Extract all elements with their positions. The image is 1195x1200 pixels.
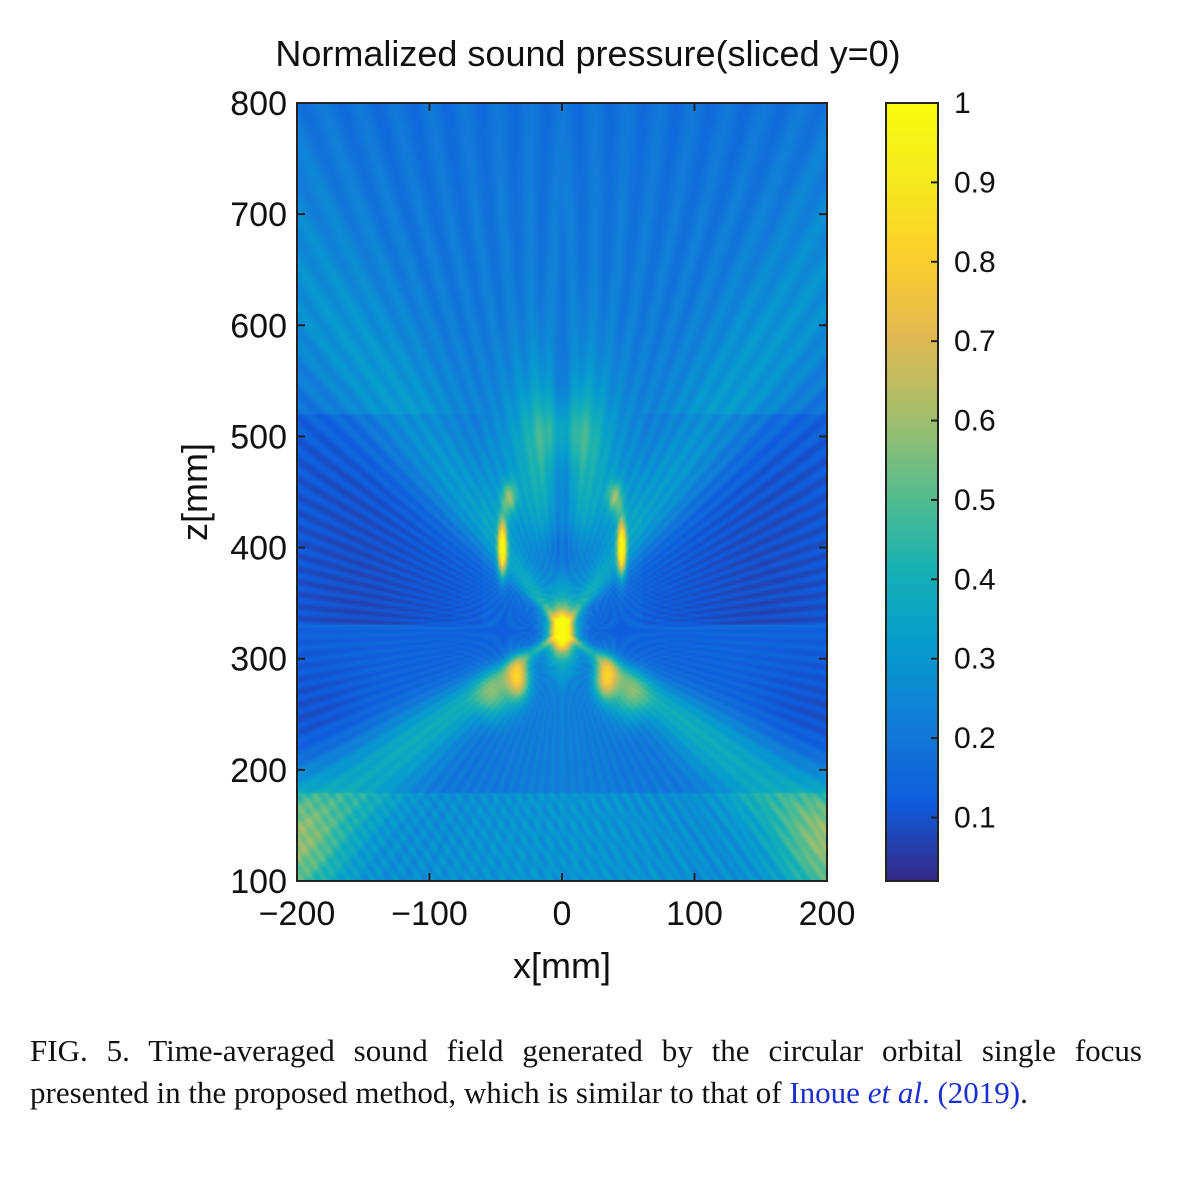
colorbar-tick-label: 0.9: [954, 166, 996, 199]
x-tick-label: 100: [666, 895, 723, 933]
caption-text: FIG. 5. Time-averaged sound field genera…: [30, 1033, 1142, 1110]
colorbar-tick-label: 0.5: [954, 484, 996, 517]
figure-caption: FIG. 5. Time-averaged sound field genera…: [30, 1030, 1142, 1114]
caption-end: .: [1020, 1075, 1028, 1110]
x-axis-label: x[mm]: [513, 945, 611, 986]
y-axis-ticks: 100 200 300 400 500 600 700 800: [230, 85, 827, 901]
colorbar-ticks: 0.1 0.2 0.3 0.4 0.5 0.6 0.7 0.8 0.9 1: [931, 87, 996, 834]
x-tick-label: −200: [259, 895, 336, 933]
y-tick-label: 600: [230, 307, 287, 345]
y-axis-label: z[mm]: [174, 443, 215, 541]
y-tick-label: 800: [230, 85, 287, 123]
citation-year: . (2019): [921, 1075, 1021, 1110]
citation-author: Inoue: [789, 1075, 860, 1110]
heatmap: [297, 103, 827, 881]
colorbar-tick-label: 1: [954, 87, 971, 120]
x-tick-label: 200: [799, 895, 856, 933]
x-tick-label: 0: [553, 895, 572, 933]
sound-pressure-figure: Normalized sound pressure(sliced y=0) −2…: [174, 33, 996, 986]
citation-link[interactable]: Inoue et al. (2019): [789, 1075, 1020, 1110]
y-tick-label: 200: [230, 752, 287, 790]
y-tick-label: 500: [230, 418, 287, 456]
colorbar-tick-label: 0.6: [954, 405, 996, 438]
colorbar: [886, 103, 938, 881]
colorbar-tick-label: 0.7: [954, 325, 996, 358]
y-tick-label: 100: [230, 863, 287, 901]
y-tick-label: 400: [230, 530, 287, 568]
y-tick-label: 700: [230, 196, 287, 234]
colorbar-tick-label: 0.2: [954, 722, 996, 755]
citation-etal: et al: [867, 1075, 922, 1110]
colorbar-frame: [885, 102, 939, 882]
chart-title: Normalized sound pressure(sliced y=0): [275, 33, 900, 74]
colorbar-tick-label: 0.3: [954, 643, 996, 676]
colorbar-tick-label: 0.1: [954, 801, 996, 834]
y-tick-label: 300: [230, 641, 287, 679]
x-tick-label: −100: [391, 895, 468, 933]
x-axis-ticks: −200 −100 0 100 200: [259, 103, 856, 933]
colorbar-tick-label: 0.8: [954, 246, 996, 279]
colorbar-tick-label: 0.4: [954, 563, 996, 596]
